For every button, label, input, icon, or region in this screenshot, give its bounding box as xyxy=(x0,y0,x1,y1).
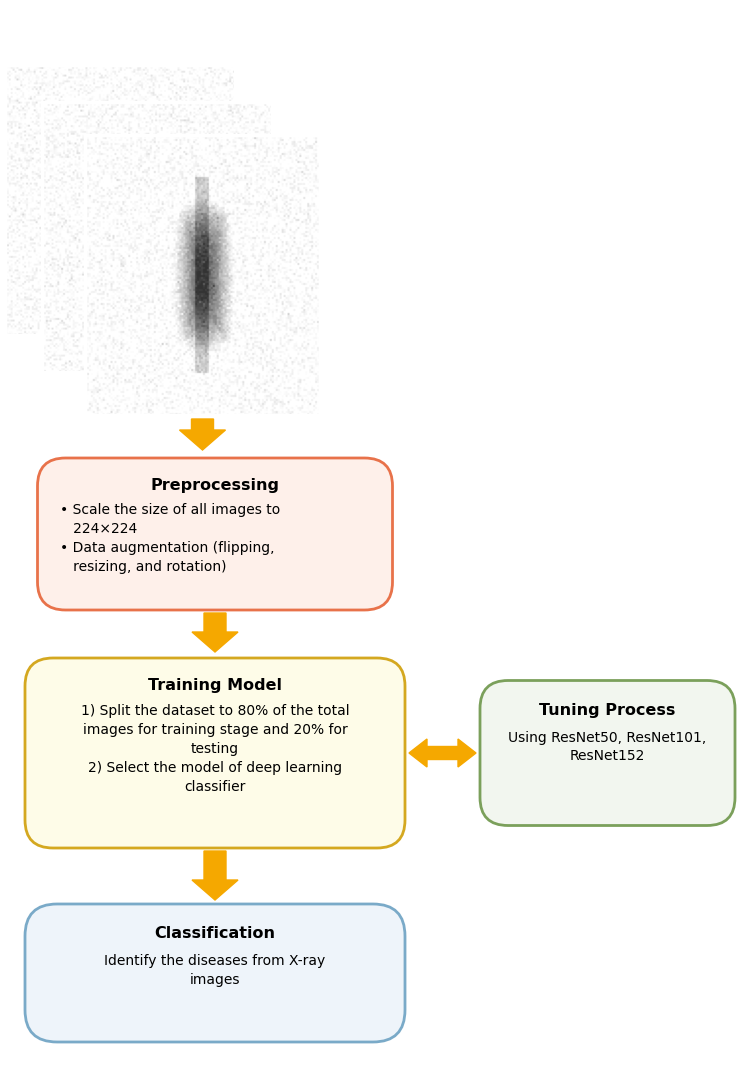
Polygon shape xyxy=(192,613,238,652)
Polygon shape xyxy=(180,419,226,450)
FancyBboxPatch shape xyxy=(25,904,405,1042)
FancyBboxPatch shape xyxy=(25,658,405,848)
Text: Using ResNet50, ResNet101,
ResNet152: Using ResNet50, ResNet101, ResNet152 xyxy=(508,730,707,763)
Text: Training Model: Training Model xyxy=(148,678,282,693)
Text: Identify the diseases from X-ray
images: Identify the diseases from X-ray images xyxy=(104,954,325,986)
Text: Tuning Process: Tuning Process xyxy=(539,702,676,717)
FancyBboxPatch shape xyxy=(480,680,735,825)
Text: 1) Split the dataset to 80% of the total
images for training stage and 20% for
t: 1) Split the dataset to 80% of the total… xyxy=(81,704,350,794)
Text: Classification: Classification xyxy=(155,926,276,941)
FancyBboxPatch shape xyxy=(38,458,393,610)
Polygon shape xyxy=(192,851,238,900)
Text: Preprocessing: Preprocessing xyxy=(150,479,279,493)
Text: • Scale the size of all images to
   224×224
• Data augmentation (flipping,
   r: • Scale the size of all images to 224×22… xyxy=(60,502,280,573)
Polygon shape xyxy=(409,739,476,767)
